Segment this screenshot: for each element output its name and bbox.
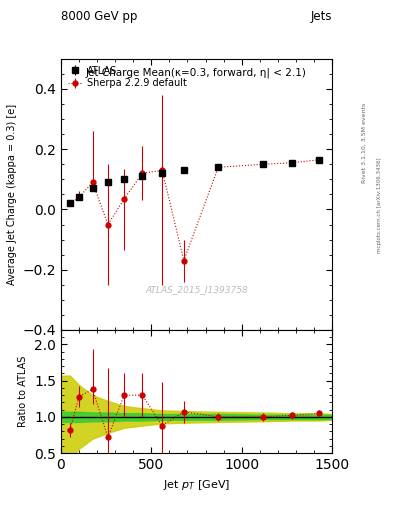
Text: mcplots.cern.ch [arXiv:1306.3436]: mcplots.cern.ch [arXiv:1306.3436] — [377, 157, 382, 252]
Text: Rivet 3.1.10, 3.5M events: Rivet 3.1.10, 3.5M events — [362, 103, 367, 183]
Y-axis label: Average Jet Charge (kappa = 0.3) [e]: Average Jet Charge (kappa = 0.3) [e] — [7, 104, 17, 285]
Text: Jets: Jets — [310, 10, 332, 23]
X-axis label: Jet $p_T$ [GeV]: Jet $p_T$ [GeV] — [163, 478, 230, 492]
Text: 8000 GeV pp: 8000 GeV pp — [61, 10, 137, 23]
Y-axis label: Ratio to ATLAS: Ratio to ATLAS — [18, 356, 29, 427]
Legend: ATLAS, Sherpa 2.2.9 default: ATLAS, Sherpa 2.2.9 default — [66, 63, 189, 90]
Text: ATLAS_2015_I1393758: ATLAS_2015_I1393758 — [145, 285, 248, 294]
Text: Jet Charge Mean(κ=0.3, forward, η| < 2.1): Jet Charge Mean(κ=0.3, forward, η| < 2.1… — [86, 67, 307, 77]
